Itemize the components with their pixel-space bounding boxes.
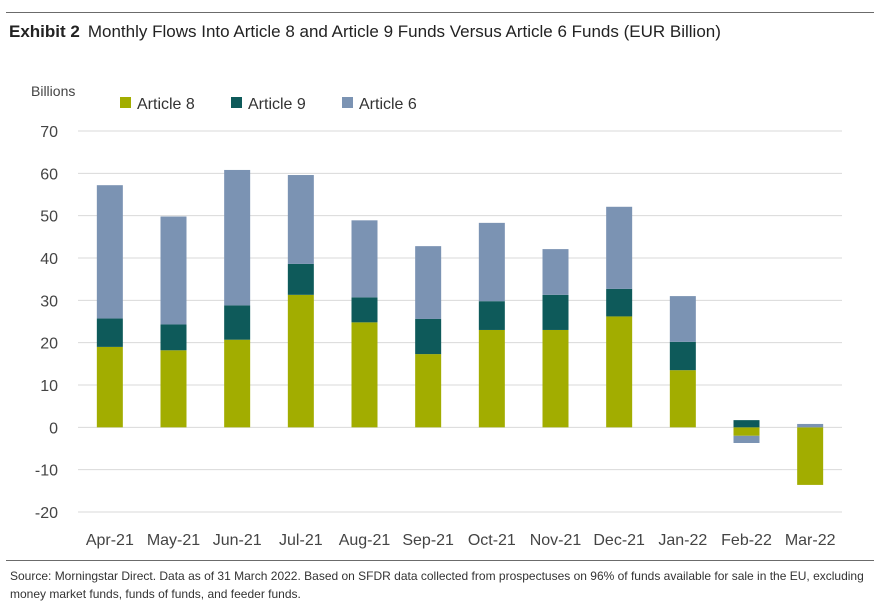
y-tick-label: 10 xyxy=(40,378,58,395)
y-tick-label: 60 xyxy=(40,166,58,183)
y-tick-label: 50 xyxy=(40,209,58,226)
legend-swatch-article6 xyxy=(342,97,353,108)
bar-article9 xyxy=(160,324,187,351)
bar-article9 xyxy=(733,420,760,428)
bar-article6 xyxy=(542,249,569,295)
bars xyxy=(96,169,824,485)
y-axis-label: Billions xyxy=(31,83,75,99)
x-tick-label: Jan-22 xyxy=(658,532,707,549)
bar-article8 xyxy=(733,427,760,436)
x-tick-label: Dec-21 xyxy=(593,532,645,549)
bar-article6 xyxy=(160,216,187,325)
x-axis-ticks: Apr-21 May-21 Jun-21 Jul-21 Aug-21 Sep-21 Oct-… xyxy=(86,532,836,549)
y-tick-label: 40 xyxy=(40,251,58,268)
bar-article8 xyxy=(224,339,251,428)
bar-article8 xyxy=(606,316,633,428)
bar-article6 xyxy=(224,169,251,306)
x-tick-label: Nov-21 xyxy=(530,532,582,549)
y-tick-label: 30 xyxy=(40,293,58,310)
bar-article6 xyxy=(351,220,378,298)
bar-article9 xyxy=(669,341,696,371)
bar-article8 xyxy=(160,350,187,428)
y-tick-label: 70 xyxy=(40,124,58,141)
bar-article9 xyxy=(224,305,251,340)
bottom-rule xyxy=(6,560,874,561)
x-tick-label: Sep-21 xyxy=(402,532,454,549)
bar-article6 xyxy=(478,222,505,302)
y-tick-label: 20 xyxy=(40,336,58,353)
x-tick-label: Jun-21 xyxy=(213,532,262,549)
y-tick-label: -20 xyxy=(35,505,58,522)
x-tick-label: Oct-21 xyxy=(468,532,516,549)
x-tick-label: Jul-21 xyxy=(279,532,323,549)
bar-article9 xyxy=(415,318,442,355)
bar-article6 xyxy=(606,206,633,289)
x-tick-label: Apr-21 xyxy=(86,532,134,549)
legend-swatch-article9 xyxy=(231,97,242,108)
bar-article8 xyxy=(542,329,569,428)
bar-article8 xyxy=(478,329,505,428)
legend-label-article6: Article 6 xyxy=(359,96,417,113)
exhibit-number: Exhibit 2 xyxy=(9,22,80,41)
legend-label-article9: Article 9 xyxy=(248,96,306,113)
y-axis-ticks: 70 60 50 40 30 20 10 0 -10 -20 xyxy=(35,124,58,522)
x-tick-label: Mar-22 xyxy=(785,532,836,549)
chart-title: Exhibit 2 Monthly Flows Into Article 8 an… xyxy=(9,22,721,42)
top-rule xyxy=(6,12,874,13)
x-tick-label: Aug-21 xyxy=(339,532,391,549)
bar-article6 xyxy=(287,175,314,264)
bar-article6 xyxy=(733,435,760,443)
source-note: Source: Morningstar Direct. Data as of 3… xyxy=(10,569,864,601)
bar-article8 xyxy=(96,346,123,428)
bar-article6 xyxy=(96,185,123,319)
bar-article9 xyxy=(351,297,378,323)
y-tick-label: 0 xyxy=(49,420,58,437)
bar-article9 xyxy=(542,294,569,330)
y-tick-label: -10 xyxy=(35,463,58,480)
legend: Article 8 Article 9 Article 6 xyxy=(120,96,417,113)
legend-label-article8: Article 8 xyxy=(137,96,195,113)
title-text: Monthly Flows Into Article 8 and Article… xyxy=(87,22,721,41)
bar-article9 xyxy=(478,301,505,330)
bar-article8 xyxy=(669,370,696,428)
bar-article8 xyxy=(287,294,314,428)
bar-article8 xyxy=(797,427,824,485)
legend-swatch-article8 xyxy=(120,97,131,108)
x-tick-label: Feb-22 xyxy=(721,532,772,549)
bar-article9 xyxy=(287,263,314,295)
bar-article9 xyxy=(606,288,633,317)
bar-article9 xyxy=(96,318,123,347)
bar-article6 xyxy=(797,423,824,428)
bar-article6 xyxy=(415,246,442,319)
stacked-bar-chart: Billions Article 8 Article 9 Article 6 70 6… xyxy=(31,83,842,549)
x-tick-label: May-21 xyxy=(147,532,200,549)
bar-article8 xyxy=(351,322,378,428)
bar-article6 xyxy=(669,296,696,342)
gridlines xyxy=(78,130,842,513)
bar-article8 xyxy=(415,354,442,428)
